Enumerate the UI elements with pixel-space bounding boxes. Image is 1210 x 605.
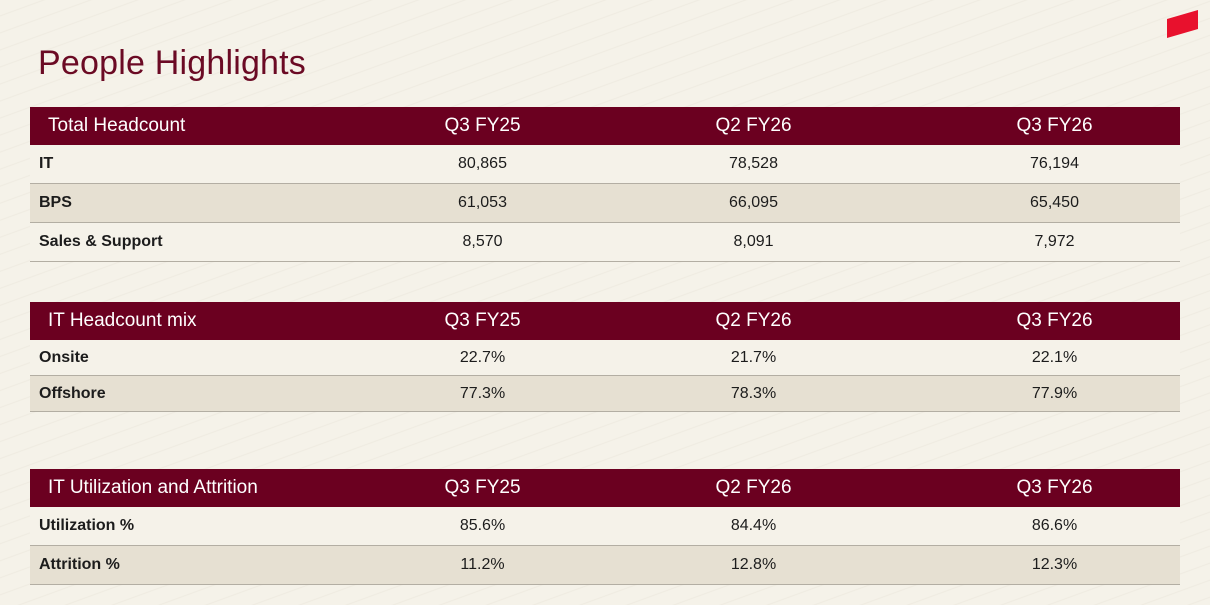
table-row: Offshore 77.3% 78.3% 77.9% xyxy=(30,375,1180,412)
table-cell: 22.1% xyxy=(929,340,1180,376)
table-header-title: IT Utilization and Attrition xyxy=(30,469,387,507)
table-cell: 86.6% xyxy=(929,507,1180,546)
column-header: Q3 FY25 xyxy=(387,302,578,340)
table-header-row: Total Headcount Q3 FY25 Q2 FY26 Q3 FY26 xyxy=(30,107,1180,145)
column-header: Q2 FY26 xyxy=(578,469,929,507)
table-cell: 21.7% xyxy=(578,340,929,376)
table-row: IT 80,865 78,528 76,194 xyxy=(30,145,1180,184)
table-cell: 77.3% xyxy=(387,375,578,412)
table-cell: 76,194 xyxy=(929,145,1180,184)
table-header-title: IT Headcount mix xyxy=(30,302,387,340)
column-header: Q3 FY26 xyxy=(929,469,1180,507)
table-cell: 65,450 xyxy=(929,183,1180,223)
table-row: Utilization % 85.6% 84.4% 86.6% xyxy=(30,507,1180,546)
row-label: Utilization % xyxy=(30,507,387,546)
brand-logo-icon xyxy=(1167,10,1198,38)
column-header: Q3 FY25 xyxy=(387,469,578,507)
table-row: Attrition % 11.2% 12.8% 12.3% xyxy=(30,545,1180,585)
table-header-row: IT Headcount mix Q3 FY25 Q2 FY26 Q3 FY26 xyxy=(30,302,1180,340)
table-cell: 61,053 xyxy=(387,183,578,223)
table-header-title: Total Headcount xyxy=(30,107,387,145)
table-cell: 78.3% xyxy=(578,375,929,412)
column-header: Q3 FY26 xyxy=(929,107,1180,145)
it-headcount-mix-table: IT Headcount mix Q3 FY25 Q2 FY26 Q3 FY26… xyxy=(30,302,1180,412)
row-label: Attrition % xyxy=(30,545,387,585)
table-cell: 7,972 xyxy=(929,222,1180,262)
table-header-row: IT Utilization and Attrition Q3 FY25 Q2 … xyxy=(30,469,1180,507)
column-header: Q2 FY26 xyxy=(578,107,929,145)
table-cell: 8,570 xyxy=(387,222,578,262)
column-header: Q3 FY25 xyxy=(387,107,578,145)
table-cell: 66,095 xyxy=(578,183,929,223)
total-headcount-table: Total Headcount Q3 FY25 Q2 FY26 Q3 FY26 … xyxy=(30,107,1180,262)
row-label: IT xyxy=(30,145,387,184)
row-label: Sales & Support xyxy=(30,222,387,262)
table-cell: 11.2% xyxy=(387,545,578,585)
table-cell: 78,528 xyxy=(578,145,929,184)
table-cell: 22.7% xyxy=(387,340,578,376)
it-utilization-attrition-table: IT Utilization and Attrition Q3 FY25 Q2 … xyxy=(30,469,1180,585)
row-label: Offshore xyxy=(30,375,387,412)
table-cell: 12.8% xyxy=(578,545,929,585)
row-label: BPS xyxy=(30,183,387,223)
table-cell: 12.3% xyxy=(929,545,1180,585)
table-cell: 84.4% xyxy=(578,507,929,546)
column-header: Q3 FY26 xyxy=(929,302,1180,340)
table-row: BPS 61,053 66,095 65,450 xyxy=(30,183,1180,223)
table-cell: 77.9% xyxy=(929,375,1180,412)
column-header: Q2 FY26 xyxy=(578,302,929,340)
table-row: Sales & Support 8,570 8,091 7,972 xyxy=(30,222,1180,262)
table-cell: 80,865 xyxy=(387,145,578,184)
page-title: People Highlights xyxy=(38,44,307,82)
row-label: Onsite xyxy=(30,340,387,376)
table-cell: 85.6% xyxy=(387,507,578,546)
table-row: Onsite 22.7% 21.7% 22.1% xyxy=(30,340,1180,376)
table-cell: 8,091 xyxy=(578,222,929,262)
